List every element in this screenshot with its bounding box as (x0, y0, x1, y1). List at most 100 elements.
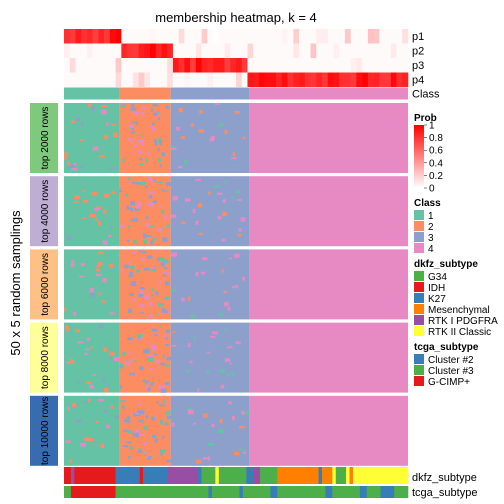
prob-cell (241, 29, 248, 44)
heatmap-noise-cell (136, 269, 141, 273)
dkfz-subtype-segment (201, 467, 216, 484)
heatmap-noise-cell (109, 351, 115, 357)
tcga-subtype-segment (70, 486, 116, 498)
heatmap-noise-cell (89, 346, 94, 349)
class-segment (64, 87, 120, 100)
heatmap-block (249, 249, 408, 320)
prob-cell (373, 29, 380, 44)
dkfz-subtype-segment (253, 467, 261, 484)
heatmap-noise-cell (185, 198, 191, 202)
heatmap-noise-cell (242, 451, 246, 454)
prob-cell (190, 29, 197, 44)
prob-cell (81, 72, 88, 87)
dkfz-subtype-segment (143, 467, 168, 484)
heatmap-noise-cell (126, 239, 130, 242)
prob-cell (390, 29, 397, 44)
heatmap-noise-cell (130, 265, 135, 270)
heatmap-noise-cell (79, 275, 85, 278)
heatmap-noise-cell (189, 360, 193, 364)
prob-cell (276, 43, 283, 58)
heatmap-noise-cell (133, 434, 136, 437)
heatmap-noise-cell (152, 347, 157, 351)
heatmap-noise-cell (165, 281, 170, 286)
heatmap-noise-cell (138, 338, 144, 340)
heatmap-noise-cell (96, 265, 100, 268)
heatmap-noise-cell (221, 238, 226, 242)
heatmap-noise-cell (151, 416, 155, 421)
heatmap-noise-cell (143, 267, 150, 271)
prob-cell (121, 43, 128, 58)
heatmap-noise-cell (149, 225, 155, 228)
heatmap-noise-cell (157, 111, 160, 115)
prob-cell (287, 58, 294, 73)
heatmap-noise-cell (134, 360, 137, 362)
prob-cell (356, 58, 363, 73)
prob-cell (385, 58, 392, 73)
heatmap-noise-cell (160, 449, 166, 453)
heatmap-noise-cell (170, 214, 177, 218)
legend-item-label: RTK I PDGFRA (428, 316, 498, 327)
prob-cell (195, 43, 202, 58)
prob-cell (396, 43, 403, 58)
heatmap-noise-cell (160, 421, 164, 425)
heatmap-noise-cell (196, 459, 202, 464)
tcga-subtype-segment (277, 486, 326, 498)
heatmap-noise-cell (232, 196, 235, 200)
class-row-label: Class (412, 89, 440, 101)
prob-cell (150, 29, 157, 44)
prob-cell (64, 29, 71, 44)
heatmap-noise-cell (148, 456, 153, 458)
heatmap-noise-cell (138, 249, 141, 253)
heatmap-noise-cell (150, 344, 155, 348)
tcga-subtype-segment (394, 486, 409, 498)
prob-cell (316, 58, 323, 73)
prob-cell (281, 72, 288, 87)
heatmap-noise-cell (148, 194, 153, 199)
heatmap-noise-cell (157, 148, 160, 152)
dkfz-subtype-segment (352, 467, 409, 484)
heatmap-noise-cell (148, 354, 154, 358)
prob-cell (167, 72, 174, 87)
heatmap-noise-cell (89, 213, 96, 218)
heatmap-noise-cell (106, 384, 110, 387)
heatmap-noise-cell (94, 208, 100, 211)
prob-cell (224, 29, 231, 44)
heatmap-noise-cell (103, 410, 108, 413)
prob-cell (362, 43, 369, 58)
prob-cell (64, 72, 71, 87)
heatmap-noise-cell (233, 452, 240, 456)
dkfz-subtype-segment (139, 467, 144, 484)
prob-cell (344, 72, 351, 87)
prob-cell (172, 29, 179, 44)
heatmap-noise-cell (75, 117, 80, 121)
heatmap-noise-cell (113, 357, 120, 361)
prob-cell (264, 43, 271, 58)
heatmap-noise-cell (147, 151, 150, 156)
prob-cell (379, 29, 386, 44)
heatmap-noise-cell (157, 138, 162, 143)
heatmap-noise-cell (86, 337, 91, 341)
prob-cell (138, 58, 145, 73)
heatmap-noise-cell (152, 237, 155, 242)
legend-swatch (414, 315, 424, 325)
prob-cell (201, 43, 208, 58)
prob-cell (64, 43, 71, 58)
prob-cell (132, 72, 139, 87)
heatmap-noise-cell (224, 180, 228, 183)
prob-cell (98, 29, 105, 44)
heatmap-noise-cell (161, 270, 167, 273)
heatmap-noise-cell (67, 407, 70, 411)
heatmap-noise-cell (73, 195, 80, 199)
prob-cell (247, 29, 254, 44)
row-group-label: top 8000 rows (40, 326, 51, 389)
prob-cell (178, 29, 185, 44)
heatmap-noise-cell (164, 423, 168, 426)
prob-cell (385, 29, 392, 44)
prob-cell (132, 58, 139, 73)
legend-tick-label: 1 (429, 121, 435, 132)
heatmap-noise-cell (109, 167, 116, 170)
heatmap-noise-cell (126, 205, 129, 210)
prob-cell (350, 29, 357, 44)
prob-cell (132, 43, 139, 58)
heatmap-noise-cell (187, 296, 191, 301)
